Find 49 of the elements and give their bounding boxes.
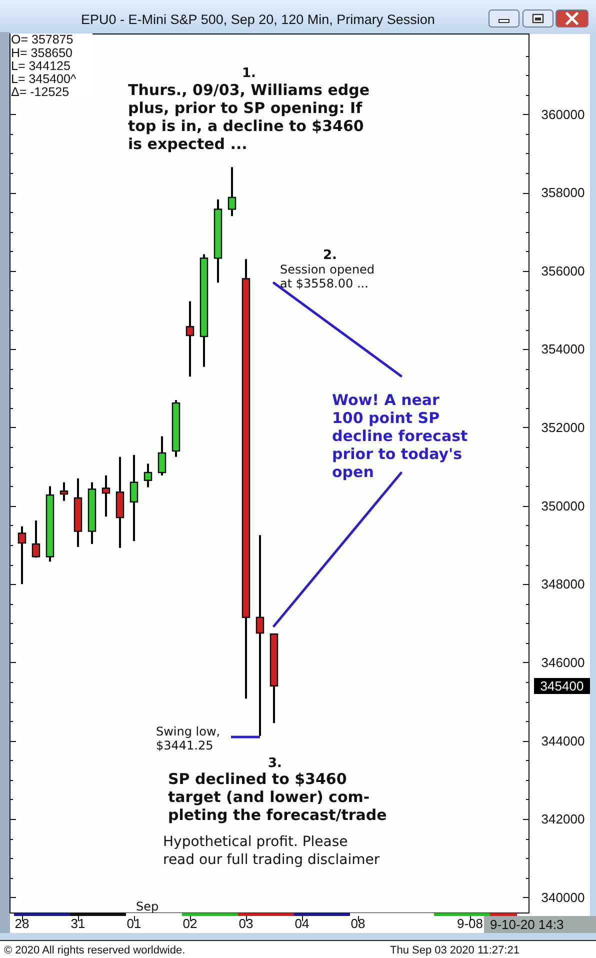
chart-title: EPU0 - E-Mini S&P 500, Sep 20, 120 Min, Primary Session	[81, 12, 435, 27]
y-tick-label: 356000	[541, 263, 585, 278]
y-tick-label: 354000	[541, 342, 585, 357]
candlestick	[256, 534, 264, 737]
y-tick-label: 344000	[541, 733, 585, 748]
y-tick-label: 342000	[541, 812, 585, 827]
annotation: L= 344125	[11, 59, 70, 73]
annotation: Hypothetical profit. Please read our full trading disclaimer	[163, 834, 380, 868]
y-tick-label: 352000	[541, 420, 585, 436]
x-tick-label: 28	[14, 916, 30, 931]
y-tick-label: 350000	[541, 498, 585, 514]
candlestick	[102, 474, 110, 518]
candlestick	[18, 525, 26, 586]
annotation: Wow! A near 100 point SP decline forecast prior to today's open	[332, 391, 468, 481]
text: © 2020 All rights reserved worldwide.	[4, 944, 186, 956]
x-tick-label: 01	[126, 916, 142, 931]
x-tick-label: 02	[182, 916, 198, 931]
x-tick-label: 03	[238, 916, 254, 931]
text: 345400	[540, 678, 584, 694]
y-tick-label: 348000	[541, 576, 585, 592]
candlestick	[60, 481, 68, 502]
x-tick-label: 31	[70, 916, 86, 931]
annotation: 1.	[242, 66, 256, 81]
annotation: H= 358650	[11, 46, 73, 60]
annotation: Thurs., 09/03, Williams edge plus, prior to SP opening: If top is in, a decline to $3460 is expected ...	[128, 81, 370, 153]
candlestick	[228, 166, 236, 218]
x-tick-label: 08	[350, 916, 366, 931]
y-tick-label: 346000	[541, 654, 585, 670]
x-tick-label: 04	[294, 916, 310, 931]
candlestick	[186, 300, 194, 378]
candlestick	[32, 519, 40, 559]
y-tick-label: 340000	[541, 890, 585, 905]
annotation: 2.	[323, 248, 337, 263]
candlestick	[158, 435, 166, 476]
text: Thu Sep 03 2020 11:27:21	[390, 944, 520, 956]
annotation: SP declined to $3460 target (and lower) com- pleting the forecast/trade	[168, 770, 387, 824]
x-tick-label: 9-08	[456, 916, 484, 931]
annotation: Session opened at $3558.00 ...	[280, 262, 375, 290]
candlestick	[130, 454, 138, 542]
y-tick-label: 358000	[541, 185, 585, 200]
annotation: O= 357875	[11, 32, 74, 46]
text: 9-10-20 14:3	[490, 917, 564, 932]
annotation: 3.	[268, 756, 282, 771]
y-tick-label: 360000	[541, 106, 585, 122]
annotation: Sep	[136, 900, 159, 914]
candlestick	[144, 462, 152, 488]
annotation: Swing low, $3441.25	[156, 724, 220, 752]
annotation: L= 345400^	[11, 72, 76, 86]
annotation: Δ= -12525	[11, 85, 70, 99]
